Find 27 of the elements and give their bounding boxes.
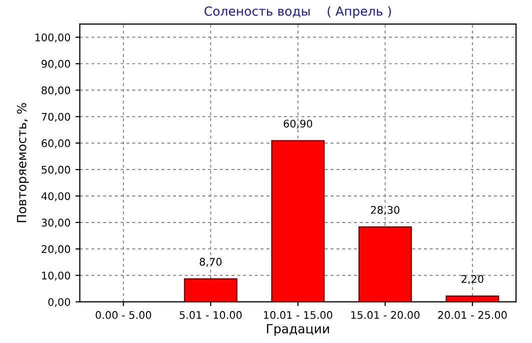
- y-tick-label: 30,00: [42, 218, 70, 228]
- y-tick-label: 80,00: [42, 86, 70, 96]
- data-label: 28,30: [371, 206, 400, 215]
- data-label: 60,90: [284, 120, 312, 129]
- chart-title: Соленость воды ( Апрель ): [204, 6, 391, 18]
- bar: [446, 295, 500, 302]
- x-tick-label: 15.01 - 20.00: [351, 311, 420, 319]
- y-tick-label: 100,00: [35, 33, 70, 42]
- x-tick-label: 10.01 - 15.00: [264, 311, 332, 319]
- data-label: 8,70: [200, 258, 222, 267]
- x-tick-label: 20.01 - 25.00: [438, 311, 507, 319]
- x-tick-label: 5.01 - 10.00: [180, 311, 242, 319]
- y-tick-label: 40,00: [41, 192, 70, 202]
- y-tick-label: 20,00: [42, 245, 70, 254]
- x-axis-title: Градации: [267, 324, 329, 336]
- x-tick-label: 0.00 - 5.00: [96, 311, 152, 319]
- bar: [271, 140, 325, 302]
- y-tick-label: 50,00: [42, 166, 70, 175]
- y-tick-label: 10,00: [42, 272, 70, 281]
- y-tick-label: 60,00: [42, 139, 70, 148]
- y-tick-label: 0,00: [48, 298, 70, 308]
- y-tick-label: 70,00: [42, 112, 70, 122]
- y-tick-label: 90,00: [42, 60, 70, 69]
- data-label: 2,20: [462, 275, 484, 284]
- bar: [184, 278, 238, 302]
- bar: [358, 226, 412, 302]
- y-axis-title: Повторяемость, %: [16, 103, 29, 222]
